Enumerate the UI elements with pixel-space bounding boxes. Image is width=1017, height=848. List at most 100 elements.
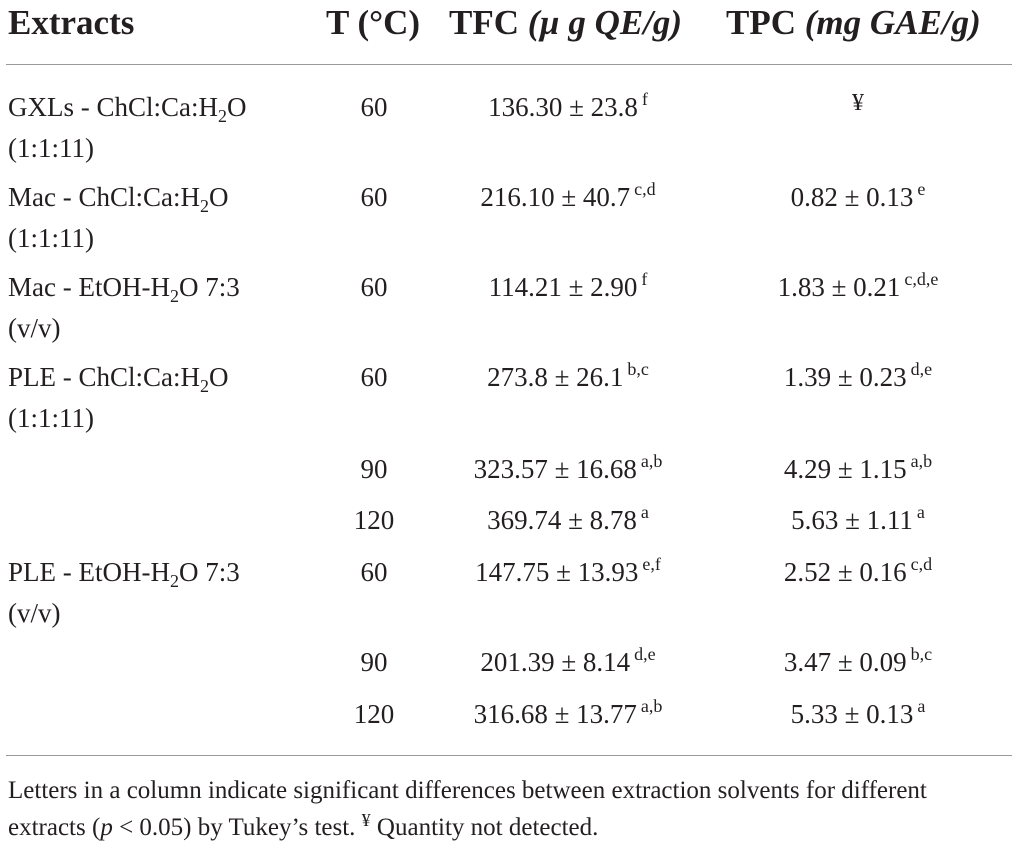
extract-line-1: PLE - EtOH-H2O 7:3 xyxy=(8,553,298,594)
extract-name: Mac - ChCl:Ca:H xyxy=(8,182,200,212)
extract-line-1: Mac - ChCl:Ca:H2O xyxy=(8,178,298,219)
tfc-letters: a,b xyxy=(640,696,663,716)
table-footnote: Letters in a column indicate significant… xyxy=(8,772,1008,848)
tpc-value: 1.83 ± 0.21 xyxy=(777,272,901,302)
tpc-value: 2.52 ± 0.16 xyxy=(783,557,907,587)
tfc-letters: e,f xyxy=(642,554,661,574)
tfc-letters: a xyxy=(640,502,649,522)
cell-tfc: 369.74 ± 8.78 a xyxy=(430,501,706,542)
cell-tpc: ¥ xyxy=(718,88,998,128)
cell-extract: Mac - ChCl:Ca:H2O (1:1:11) xyxy=(8,178,298,257)
cell-temperature: 120 xyxy=(353,699,395,729)
extract-line-1: PLE - ChCl:Ca:H2O xyxy=(8,358,298,399)
tfc-letters: c,d xyxy=(634,179,656,199)
cell-tfc: 136.30 ± 23.8 f xyxy=(430,88,706,129)
cell-tpc: 1.39 ± 0.23 d,e xyxy=(718,358,998,399)
footnote-text-3: Quantity not detected. xyxy=(370,814,599,841)
extract-line-1: Mac - EtOH-H2O 7:3 xyxy=(8,268,298,309)
cell-tfc: 273.8 ± 26.1 b,c xyxy=(430,358,706,399)
footer-rule xyxy=(6,755,1012,756)
header-tfc-unit: (µ g QE/g) xyxy=(527,3,683,42)
tfc-value: 273.8 ± 26.1 xyxy=(487,362,624,392)
cell-tpc: 3.47 ± 0.09 b,c xyxy=(718,643,998,684)
cell-tfc: 316.68 ± 13.77 a,b xyxy=(430,695,706,736)
tpc-letters: a,b xyxy=(910,451,933,471)
header-rule xyxy=(6,64,1012,65)
cell-tfc: 201.39 ± 8.14 d,e xyxy=(430,643,706,684)
extract-name-suffix: O xyxy=(227,92,247,122)
cell-tpc: 0.82 ± 0.13 e xyxy=(718,178,998,219)
extract-name-suffix: O 7:3 xyxy=(178,272,240,302)
header-extracts: Extracts xyxy=(8,3,135,42)
extract-subscript: 2 xyxy=(169,571,179,591)
header-tpc: TPC (mg GAE/g) xyxy=(726,4,981,42)
tpc-letters: e xyxy=(917,179,926,199)
cell-temperature: 90 xyxy=(360,647,388,677)
extract-name-suffix: O xyxy=(208,182,229,212)
tfc-value: 323.57 ± 16.68 xyxy=(473,454,637,484)
tpc-letters: b,c xyxy=(910,644,933,664)
extract-line-2: (1:1:11) xyxy=(8,403,94,433)
footnote-text-2: < 0.05) by Tukey’s test. xyxy=(112,814,362,841)
tfc-value: 114.21 ± 2.90 xyxy=(488,272,638,302)
extract-line-1: GXLs - ChCl:Ca:H2O xyxy=(8,88,298,129)
header-tfc-name: TFC xyxy=(449,3,519,42)
tfc-letters: f xyxy=(641,269,648,289)
tpc-value: 5.33 ± 0.13 xyxy=(790,699,914,729)
tfc-value: 369.74 ± 8.78 xyxy=(487,505,637,535)
cell-tfc: 323.57 ± 16.68 a,b xyxy=(430,450,706,491)
extract-line-2: (v/v) xyxy=(8,313,61,343)
extract-line-2: (1:1:11) xyxy=(8,223,94,253)
cell-tpc: 5.33 ± 0.13 a xyxy=(718,695,998,736)
tpc-value: 0.82 ± 0.13 xyxy=(790,182,914,212)
cell-temperature: 60 xyxy=(360,182,388,212)
cell-tfc: 216.10 ± 40.7 c,d xyxy=(430,178,706,219)
cell-extract: PLE - ChCl:Ca:H2O (1:1:11) xyxy=(8,358,298,437)
cell-tpc: 2.52 ± 0.16 c,d xyxy=(718,553,998,594)
tfc-letters: d,e xyxy=(634,644,656,664)
tfc-value: 316.68 ± 13.77 xyxy=(473,699,637,729)
tfc-value: 147.75 ± 13.93 xyxy=(475,557,639,587)
tpc-letters: d,e xyxy=(910,359,933,379)
tpc-letters: a xyxy=(917,696,926,716)
header-tpc-unit: (mg GAE/g) xyxy=(804,3,981,42)
extract-subscript: 2 xyxy=(199,196,209,216)
tpc-value: 3.47 ± 0.09 xyxy=(783,647,907,677)
tpc-letters: c,d,e xyxy=(904,269,939,289)
extract-subscript: 2 xyxy=(200,376,210,396)
extract-line-2: (1:1:11) xyxy=(8,133,94,163)
tpc-letters: a xyxy=(916,502,925,522)
tfc-value: 201.39 ± 8.14 xyxy=(480,647,631,677)
tpc-not-detected-mark: ¥ xyxy=(852,90,864,116)
cell-tfc: 147.75 ± 13.93 e,f xyxy=(430,553,706,594)
extract-subscript: 2 xyxy=(169,286,179,306)
tfc-value: 216.10 ± 40.7 xyxy=(480,182,631,212)
tpc-letters: c,d xyxy=(910,554,933,574)
header-tfc: TFC (µ g QE/g) xyxy=(449,4,682,42)
tfc-letters: b,c xyxy=(627,359,649,379)
cell-extract: GXLs - ChCl:Ca:H2O (1:1:11) xyxy=(8,88,298,167)
header-tpc-name: TPC xyxy=(726,3,796,42)
footnote-text-1: Letters in a column indicate significant… xyxy=(8,777,927,841)
cell-tfc: 114.21 ± 2.90 f xyxy=(430,268,706,309)
cell-temperature: 90 xyxy=(360,454,388,484)
tfc-value: 136.30 ± 23.8 xyxy=(488,92,638,122)
tpc-value: 1.39 ± 0.23 xyxy=(783,362,907,392)
footnote-p-symbol: p xyxy=(100,814,113,841)
tfc-letters: f xyxy=(641,89,648,109)
footnote-not-detected-symbol: ¥ xyxy=(361,810,371,830)
extract-name-suffix: O 7:3 xyxy=(178,557,240,587)
cell-temperature: 60 xyxy=(360,272,388,302)
tfc-letters: a,b xyxy=(640,451,663,471)
extract-line-2: (v/v) xyxy=(8,598,61,628)
cell-temperature: 60 xyxy=(360,362,388,392)
header-temperature: T (°C) xyxy=(326,3,421,42)
extract-subscript: 2 xyxy=(218,106,228,126)
cell-tpc: 4.29 ± 1.15 a,b xyxy=(718,450,998,491)
tpc-value: 4.29 ± 1.15 xyxy=(783,454,907,484)
cell-extract: Mac - EtOH-H2O 7:3 (v/v) xyxy=(8,268,298,347)
extract-name-suffix: O xyxy=(209,362,229,392)
extract-name: PLE - EtOH-H xyxy=(8,557,170,587)
extract-name: PLE - ChCl:Ca:H xyxy=(8,362,201,392)
cell-tpc: 5.63 ± 1.11 a xyxy=(718,501,998,542)
